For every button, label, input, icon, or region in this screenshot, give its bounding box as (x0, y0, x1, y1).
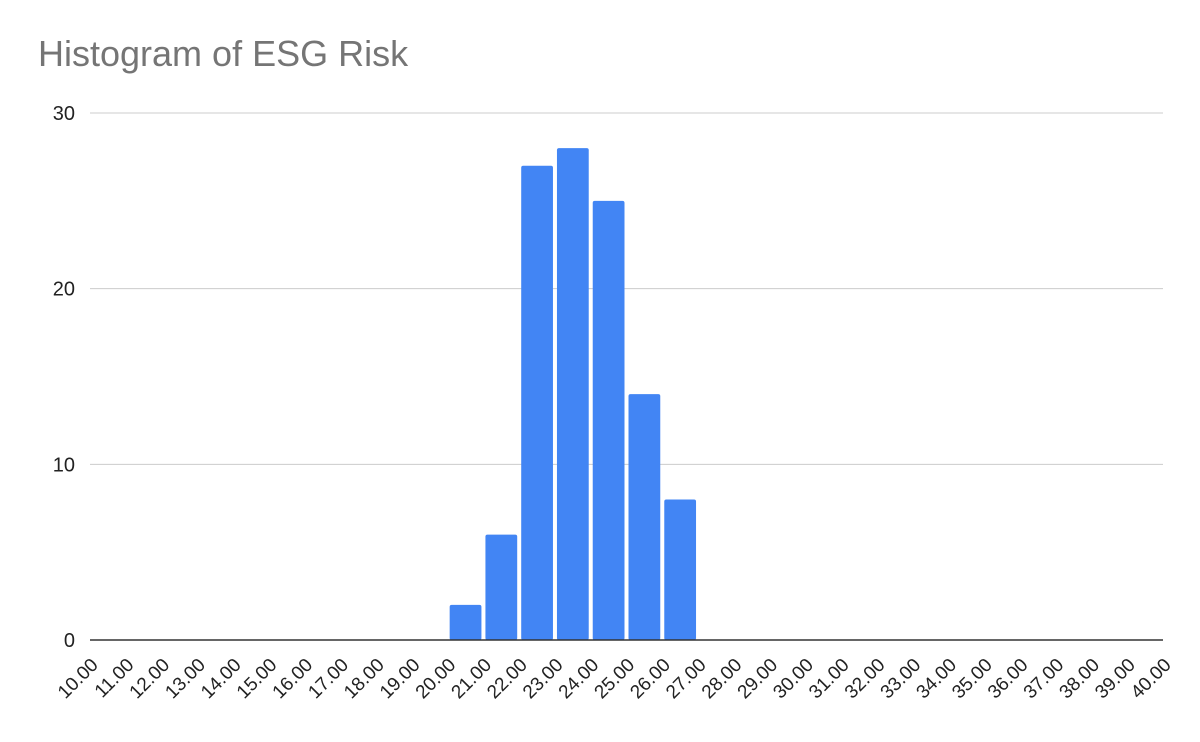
x-tick-label: 20.00 (412, 655, 460, 703)
x-tick-label: 39.00 (1091, 655, 1139, 703)
x-tick-label: 22.00 (483, 655, 531, 703)
x-tick-label: 13.00 (161, 655, 209, 703)
x-tick-label: 35.00 (948, 655, 996, 703)
y-tick-label: 30 (53, 103, 75, 125)
x-tick-label: 12.00 (126, 655, 174, 703)
x-tick-label: 37.00 (1020, 655, 1068, 703)
y-axis-ticks: 0 10 20 30 (53, 103, 75, 652)
bar-26-27 (664, 499, 697, 640)
bar-25-26 (628, 394, 661, 640)
x-tick-label: 33.00 (877, 655, 925, 703)
bar-20-21 (449, 604, 482, 640)
x-tick-label: 28.00 (698, 655, 746, 703)
x-tick-label: 40.00 (1127, 655, 1175, 703)
x-tick-label: 26.00 (626, 655, 674, 703)
x-tick-label: 19.00 (376, 655, 424, 703)
y-tick-label: 10 (53, 454, 75, 476)
grid-lines (90, 112, 1163, 465)
bar-21-22 (485, 534, 518, 640)
x-tick-label: 10.00 (54, 655, 102, 703)
x-tick-label: 36.00 (984, 655, 1032, 703)
bars (449, 148, 697, 641)
x-tick-label: 34.00 (913, 655, 961, 703)
x-tick-label: 24.00 (555, 655, 603, 703)
bar-24-25 (592, 200, 625, 641)
x-tick-label: 27.00 (662, 655, 710, 703)
y-tick-label: 0 (64, 630, 75, 652)
x-tick-label: 17.00 (304, 655, 352, 703)
x-tick-label: 15.00 (233, 655, 281, 703)
x-tick-label: 21.00 (448, 655, 496, 703)
x-tick-label: 38.00 (1056, 655, 1104, 703)
bar-22-23 (521, 165, 553, 640)
x-tick-label: 16.00 (269, 655, 317, 703)
x-tick-label: 30.00 (769, 655, 817, 703)
x-tick-label: 25.00 (591, 655, 639, 703)
x-axis-ticks: 10.0011.0012.0013.0014.0015.0016.0017.00… (54, 655, 1175, 703)
x-tick-label: 29.00 (734, 655, 782, 703)
x-tick-label: 23.00 (519, 655, 567, 703)
x-tick-label: 14.00 (197, 655, 245, 703)
bar-23-24 (556, 148, 589, 640)
x-tick-label: 32.00 (841, 655, 889, 703)
chart-title: Histogram of ESG Risk (38, 33, 409, 74)
x-tick-label: 18.00 (340, 655, 388, 703)
x-tick-label: 31.00 (805, 655, 853, 703)
y-tick-label: 20 (53, 279, 75, 301)
